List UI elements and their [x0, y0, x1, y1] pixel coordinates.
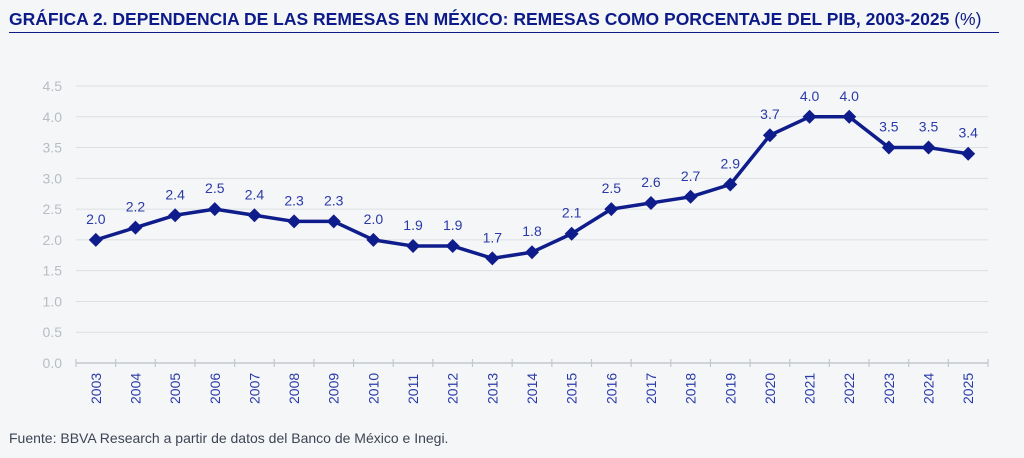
- data-point: [128, 220, 143, 235]
- data-point: [604, 202, 619, 217]
- data-label: 3.7: [760, 106, 780, 122]
- data-label: 2.2: [126, 199, 146, 215]
- data-point: [683, 189, 698, 204]
- data-label: 2.6: [641, 174, 661, 190]
- x-tick-label: 2004: [127, 373, 143, 404]
- data-label: 2.0: [364, 211, 384, 227]
- x-tick-label: 2016: [603, 373, 619, 404]
- source-note: Fuente: BBVA Research a partir de datos …: [9, 430, 449, 446]
- data-point: [485, 251, 500, 266]
- x-tick-label: 2025: [960, 373, 976, 404]
- data-label: 1.7: [483, 229, 503, 245]
- x-tick-label: 2017: [643, 373, 659, 404]
- x-tick-label: 2011: [405, 374, 421, 404]
- x-tick-label: 2009: [326, 373, 342, 404]
- chart-title: GRÁFICA 2. DEPENDENCIA DE LAS REMESAS EN…: [9, 9, 999, 33]
- x-tick-label: 2023: [881, 373, 897, 404]
- y-tick-label: 2.5: [43, 201, 63, 217]
- title-text: GRÁFICA 2. DEPENDENCIA DE LAS REMESAS EN…: [9, 9, 950, 29]
- x-tick-label: 2014: [524, 373, 540, 404]
- x-tick-label: 2010: [365, 373, 381, 404]
- x-tick-label: 2022: [841, 373, 857, 404]
- y-tick-label: 2.0: [43, 232, 63, 248]
- data-point: [961, 146, 976, 161]
- x-tick-label: 2008: [286, 373, 302, 404]
- data-point: [168, 208, 183, 223]
- y-tick-label: 3.5: [43, 140, 63, 156]
- data-point: [842, 109, 857, 124]
- x-tick-label: 2018: [683, 373, 699, 404]
- data-point: [326, 214, 341, 229]
- data-label: 2.3: [324, 192, 344, 208]
- line-chart: 0.0 0.5 1.0 1.5 2.0 2.5 3.0 3.5 4.0 4.5 2003 2004 20…: [43, 78, 989, 404]
- data-label: 3.5: [879, 119, 899, 135]
- x-tick-label: 2007: [246, 373, 262, 404]
- data-label: 1.9: [443, 217, 463, 233]
- y-tick-label: 1.0: [43, 293, 63, 309]
- data-label: 2.9: [721, 155, 741, 171]
- data-label: 2.0: [86, 211, 106, 227]
- data-point: [643, 195, 658, 210]
- y-tick-label: 4.0: [43, 109, 63, 125]
- data-label: 4.0: [839, 88, 859, 104]
- data-label: 2.4: [165, 186, 185, 202]
- x-tick-label: 2019: [722, 373, 738, 404]
- data-point: [366, 232, 381, 247]
- x-tick-label: 2015: [564, 373, 580, 404]
- data-point: [881, 140, 896, 155]
- y-tick-label: 3.0: [43, 170, 63, 186]
- data-point: [564, 226, 579, 241]
- data-label: 4.0: [800, 88, 820, 104]
- y-tick-label: 1.5: [43, 263, 63, 279]
- data-label: 1.8: [522, 223, 542, 239]
- data-label: 3.5: [919, 119, 939, 135]
- title-unit: (%): [954, 9, 982, 29]
- x-tick-label: 2005: [167, 373, 183, 404]
- x-tick-label: 2020: [762, 373, 778, 404]
- data-point: [445, 239, 460, 254]
- data-label: 2.4: [245, 186, 265, 202]
- data-point: [207, 202, 222, 217]
- x-tick-label: 2024: [921, 373, 937, 404]
- data-point: [406, 239, 421, 254]
- x-tick-label: 2013: [484, 373, 500, 404]
- x-tick-label: 2006: [207, 373, 223, 404]
- data-point: [723, 177, 738, 192]
- x-tick-label: 2012: [445, 373, 461, 404]
- x-tick-label: 2021: [802, 373, 818, 404]
- data-label: 2.1: [562, 205, 582, 221]
- data-label: 1.9: [403, 217, 423, 233]
- x-tick-label: 2003: [88, 373, 104, 404]
- data-label: 2.3: [284, 192, 304, 208]
- data-point: [762, 128, 777, 143]
- y-tick-label: 0.0: [43, 355, 63, 371]
- data-label: 2.5: [602, 180, 622, 196]
- data-point: [921, 140, 936, 155]
- data-point: [802, 109, 817, 124]
- y-tick-label: 4.5: [43, 78, 63, 94]
- data-label: 2.5: [205, 180, 225, 196]
- y-tick-label: 0.5: [43, 324, 63, 340]
- data-point: [247, 208, 262, 223]
- data-label: 2.7: [681, 168, 701, 184]
- data-point: [88, 232, 103, 247]
- data-point: [525, 245, 539, 260]
- data-label: 3.4: [958, 125, 978, 141]
- data-point: [287, 214, 302, 229]
